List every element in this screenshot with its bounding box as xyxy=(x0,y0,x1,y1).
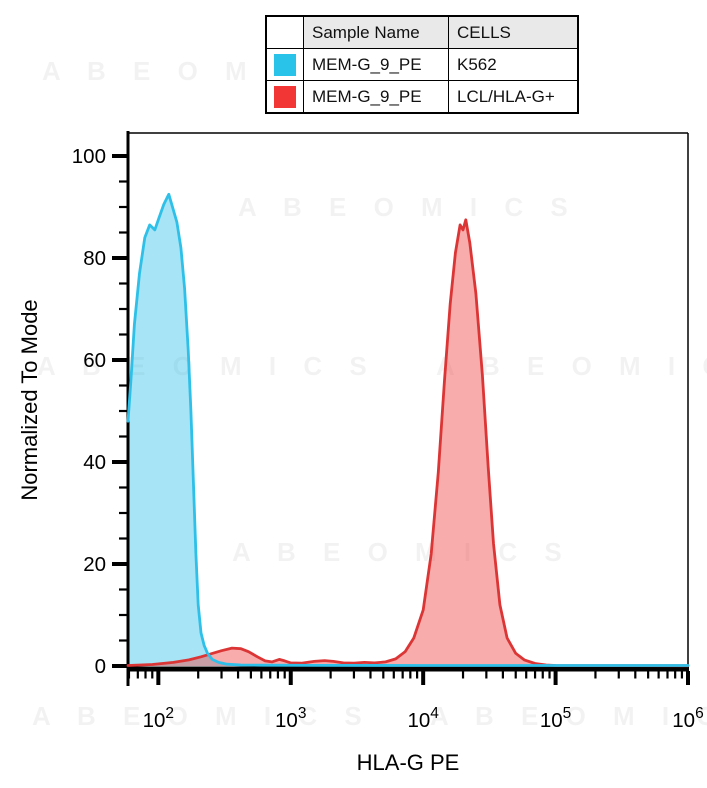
legend-cells-value: LCL/HLA-G+ xyxy=(448,80,579,114)
legend-swatch-cell xyxy=(265,48,304,81)
legend-sample-name: MEM-G_9_PE xyxy=(303,48,449,81)
x-tick-label: 103 xyxy=(275,705,306,732)
legend-cells-value: K562 xyxy=(448,48,579,81)
legend-header-sample-name: Sample Name xyxy=(303,15,449,49)
y-tick-label: 80 xyxy=(83,247,106,270)
series-fill-1 xyxy=(128,219,688,667)
x-tick-label: 104 xyxy=(407,705,439,732)
legend-header-cells: CELLS xyxy=(448,15,579,49)
legend-row-lcl: MEM-G_9_PE LCL/HLA-G+ xyxy=(265,80,579,114)
legend-sample-name: MEM-G_9_PE xyxy=(303,80,449,114)
series-stroke-0 xyxy=(126,192,690,667)
y-tick-label: 40 xyxy=(83,451,106,474)
x-tick-label: 105 xyxy=(540,705,571,732)
legend-header-swatch xyxy=(265,15,304,49)
legend-swatch-cell xyxy=(265,80,304,114)
x-axis-title: HLA-G PE xyxy=(356,750,460,775)
legend-header-row: Sample Name CELLS xyxy=(265,15,579,49)
x-tick-label: 102 xyxy=(143,705,174,732)
series-stroke-1 xyxy=(126,218,690,668)
y-tick-label: 100 xyxy=(72,145,106,168)
y-tick-label: 60 xyxy=(83,349,106,372)
series-fill-0 xyxy=(128,194,688,667)
legend-table: Sample Name CELLS MEM-G_9_PE K562 MEM-G_… xyxy=(265,15,579,114)
x-tick-label: 106 xyxy=(672,705,703,732)
y-tick-label: 20 xyxy=(83,553,106,576)
y-tick-label: 0 xyxy=(95,655,106,678)
cyan-series-swatch xyxy=(274,53,296,76)
red-series-swatch xyxy=(274,85,296,108)
legend-row-k562: MEM-G_9_PE K562 xyxy=(265,48,579,81)
